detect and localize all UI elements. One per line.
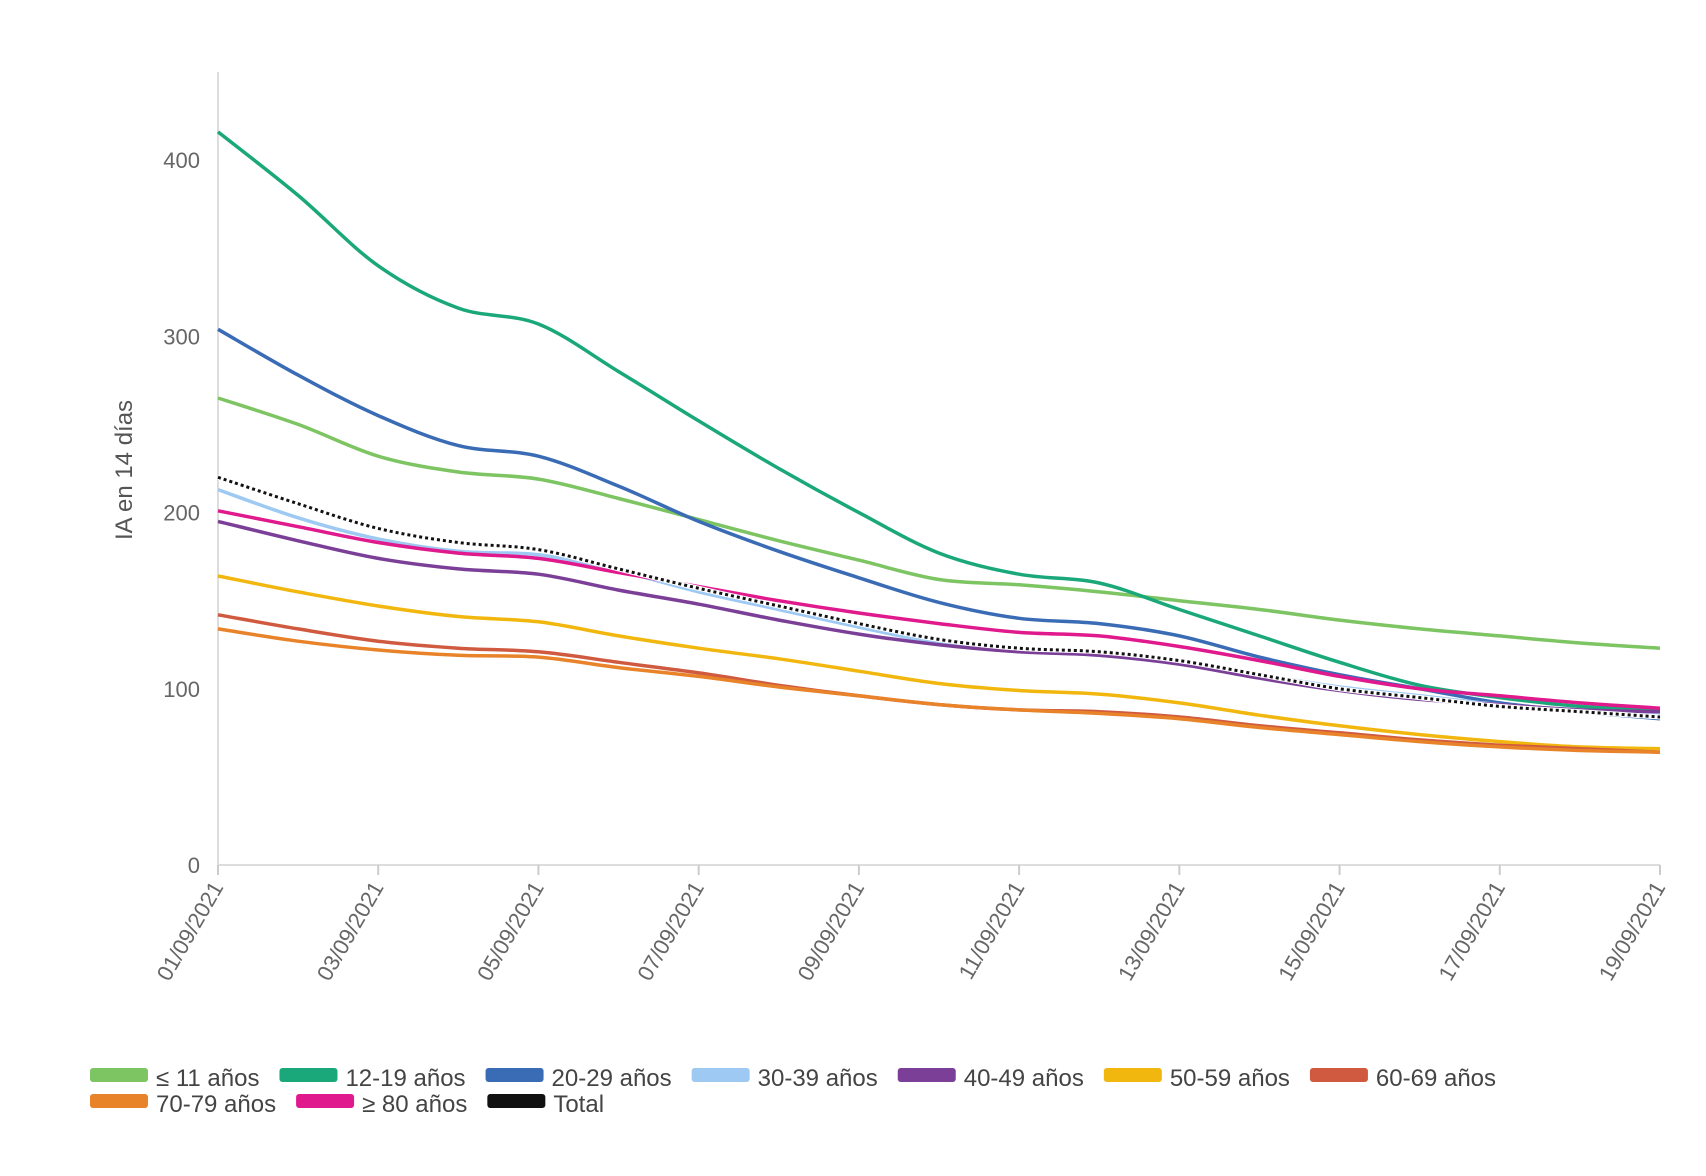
legend-label: 60-69 años [1376,1065,1496,1092]
series-line-11-a-os [217,396,1661,650]
legend-label: Total [553,1091,604,1118]
x-tick-label: 11/09/2021 [954,877,1030,983]
legend-swatch [897,1068,956,1082]
series-line-total-halo [217,474,1661,720]
series-line-80-a-os [217,509,1661,710]
legend-item[interactable]: ≥ 80 años [296,1091,467,1118]
legend-item[interactable]: 50-59 años [1103,1065,1290,1092]
x-tick-label: 03/09/2021 [312,877,389,985]
legend-label: 70-79 años [156,1091,276,1118]
legend-label: 30-39 años [758,1065,878,1092]
x-tick-label: 15/09/2021 [1273,877,1350,985]
x-tick-label: 09/09/2021 [793,877,870,985]
x-tick-label: 17/09/2021 [1433,877,1510,985]
y-axis-title: IA en 14 días [111,400,138,540]
y-tick-label: 400 [163,148,200,173]
series-line-total [217,475,1661,719]
legend-swatch [485,1068,544,1082]
y-tick-label: 100 [163,677,200,702]
axes [217,72,1660,866]
series-line-70-79-a-os [217,627,1661,754]
x-tick-label: 05/09/2021 [472,877,549,985]
legend-swatch [1103,1068,1162,1082]
legend-label: 20-29 años [552,1065,672,1092]
legend-label: ≥ 80 años [362,1091,467,1118]
legend-swatch [691,1068,750,1082]
series-line-12-19-a-os [216,130,1661,712]
legend-item[interactable]: 30-39 años [691,1065,878,1092]
series-group [216,130,1661,754]
legend-swatch [90,1068,148,1082]
legend-item[interactable]: 20-29 años [485,1065,672,1092]
y-tick-label: 0 [188,853,200,878]
legend-label: 40-49 años [964,1065,1084,1092]
legend-label: ≤ 11 años [156,1065,259,1092]
series-line-20-29-a-os [217,327,1661,721]
legend-item[interactable]: ≤ 11 años [90,1065,259,1092]
legend-label: 12-19 años [345,1065,465,1092]
legend-label: 50-59 años [1170,1065,1290,1092]
legend-item[interactable]: 70-79 años [90,1091,276,1118]
legend-item[interactable]: 60-69 años [1309,1065,1496,1092]
legend-swatch [296,1094,355,1108]
legend-swatch [90,1094,148,1108]
legend-swatch [1309,1068,1368,1082]
legend-item[interactable]: 40-49 años [897,1065,1084,1092]
legend-swatch [279,1068,338,1082]
legend-item[interactable]: 12-19 años [279,1065,466,1092]
legend: ≤ 11 años 12-19 años 20-29 años 30-39 años 4… [90,1065,1496,1118]
legend-swatch [487,1094,546,1108]
x-tick-label: 07/09/2021 [632,877,709,985]
x-tick-label: 13/09/2021 [1113,877,1190,985]
x-tick-label: 19/09/2021 [1594,877,1671,985]
y-tick-label: 200 [163,501,200,526]
y-tick-label: 300 [163,324,200,349]
x-tick-label: 01/09/2021 [152,877,229,985]
series-line-50-59-a-os [217,574,1661,751]
x-axis-ticks: 01/09/2021 03/09/2021 05/09/2021 07/09/2021… [152,865,1671,985]
y-axis-ticks: 0 100 200 300 400 [163,148,200,878]
legend-item[interactable]: Total [487,1091,604,1118]
